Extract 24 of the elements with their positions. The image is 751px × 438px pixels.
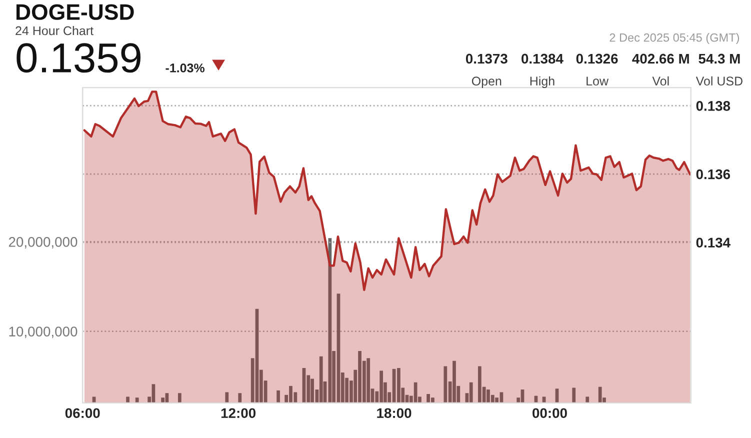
y-tick-label: 0.136 [696,169,730,180]
text: Vol [652,76,669,86]
y-tick-label: 0.134 [696,238,730,248]
text: -1.03% [166,64,204,72]
text: 2 Dec 2025 05:45 (GMT) [610,33,740,44]
chart-subtitle: 24 Hour Chart [16,26,94,36]
chart-title: DOGE-USD [16,4,134,20]
text: 0.1326 [576,54,618,64]
text: 0.1373 [466,54,508,64]
y2-tick-label: 10,000,000 [9,326,78,338]
x-tick-label: 18:00 [377,408,412,418]
x-tick-label: 00:00 [532,408,567,418]
text: 54.3 M [698,54,740,64]
text: Vol USD [696,76,742,86]
y2-tick-label: 20,000,000 [8,237,78,249]
annotation: Open [472,76,502,88]
text: 0.1359 [16,43,140,73]
x-tick-label: 06:00 [65,408,100,418]
text: 0.1384 [522,54,564,64]
y-tick-label: 0.138 [696,101,730,111]
text: 402.66 M [632,54,689,64]
text: Low [586,76,609,86]
annotation: High [530,76,554,88]
x-tick-label: 12:00 [221,408,256,418]
